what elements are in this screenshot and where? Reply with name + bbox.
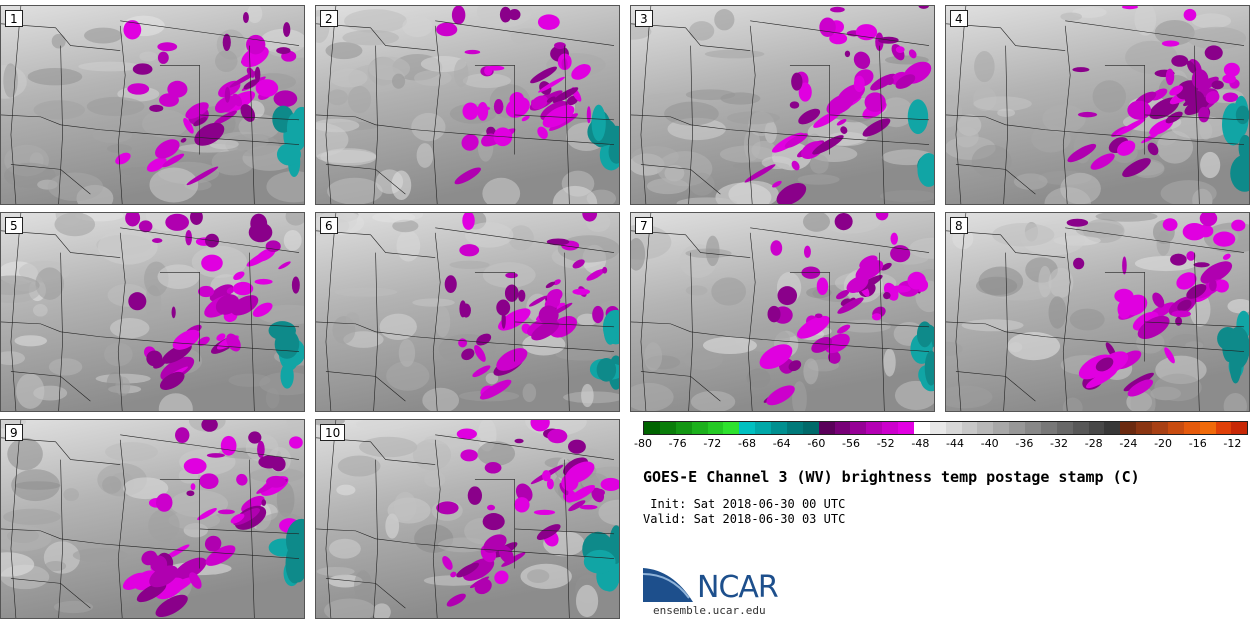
colorbar-swatch [691,422,708,434]
colorbar-swatch [1072,422,1089,434]
panel-number-label: 8 [950,217,968,234]
figure-title: GOES-E Channel 3 (WV) brightness temp po… [643,468,1140,486]
member-panel: 4 [945,5,1250,205]
colorbar-tick-label: -64 [772,437,791,450]
colorbar-swatch [707,422,724,434]
ncar-logo-text: NCAR [697,570,779,605]
panel-number-label: 10 [320,424,346,441]
colorbar-swatch [1040,422,1057,434]
colorbar-swatch [898,422,914,434]
colorbar-swatch [850,422,867,434]
colorbar-swatch [866,422,883,434]
colorbar-tick-label: -60 [807,437,826,450]
member-panel: 9 [0,419,305,619]
colorbar-tick-label: -32 [1050,437,1069,450]
member-panel: 6 [315,212,620,412]
colorbar-swatch [1104,422,1121,434]
colorbar [643,421,1248,435]
colorbar-swatch [882,422,898,434]
member-panel: 8 [945,212,1250,412]
member-panel: 10 [315,419,620,619]
colorbar-swatch [1183,422,1200,434]
colorbar-ticks: -80 -76 -72 -68 -64 -60 -56 -52 -48 -44 -40 -36 -32 -… [634,437,1248,455]
colorbar-swatch [723,422,740,434]
colorbar-swatch [1120,422,1137,434]
member-panel: 7 [630,212,935,412]
colorbar-swatch [913,422,930,434]
colorbar-tick-label: -44 [946,437,965,450]
colorbar-swatch [786,422,803,434]
colorbar-swatch [1152,422,1168,434]
colorbar-swatch [771,422,787,434]
colorbar-tick-label: -20 [1154,437,1173,450]
colorbar-swatch [977,422,994,434]
colorbar-swatch [1199,422,1216,434]
panel-number-label: 3 [635,10,653,27]
colorbar-tick-label: -40 [980,437,999,450]
colorbar-tick-label: -72 [703,437,722,450]
colorbar-swatch [1215,422,1232,434]
colorbar-swatch [1056,422,1073,434]
colorbar-tick-label: -56 [842,437,860,450]
valid-time: Valid: Sat 2018-06-30 03 UTC [643,512,846,526]
colorbar-swatch [739,422,756,434]
colorbar-swatch [1167,422,1184,434]
panel-number-label: 2 [320,10,338,27]
panel-number-label: 6 [320,217,338,234]
panel-number-label: 9 [5,424,23,441]
colorbar-swatch [993,422,1010,434]
colorbar-swatch [802,422,819,434]
colorbar-tick-label: -68 [738,437,756,450]
colorbar-tick-label: -76 [668,437,687,450]
member-panel: 5 [0,212,305,412]
colorbar-tick-label: -80 [634,437,652,450]
colorbar-swatch [1025,422,1041,434]
colorbar-swatch [659,422,676,434]
colorbar-tick-label: -48 [911,437,930,450]
colorbar-swatch [755,422,771,434]
member-panel: 3 [630,5,935,205]
colorbar-tick-label: -24 [1119,437,1138,450]
colorbar-swatch [1088,422,1105,434]
panel-number-label: 7 [635,217,653,234]
colorbar-swatch [834,422,851,434]
init-time: Init: Sat 2018-06-30 00 UTC [643,497,846,511]
colorbar-tick-label: -28 [1084,437,1103,450]
member-panel: 2 [315,5,620,205]
site-url: ensemble.ucar.edu [653,604,766,617]
colorbar-swatch [1009,422,1025,434]
colorbar-swatch [961,422,978,434]
colorbar-tick-label: -36 [1015,437,1034,450]
panel-number-label: 5 [5,217,23,234]
colorbar-swatch [1231,422,1248,434]
colorbar-swatch [929,422,946,434]
colorbar-tick-label: -52 [876,437,895,450]
colorbar-swatch [818,422,835,434]
colorbar-tick-label: -12 [1223,437,1242,450]
colorbar-swatch [675,422,692,434]
panel-number-label: 1 [5,10,23,27]
colorbar-tick-label: -16 [1188,437,1207,450]
ncar-logo-icon [643,568,693,602]
member-panel: 1 [0,5,305,205]
colorbar-swatch [945,422,962,434]
panel-number-label: 4 [950,10,968,27]
colorbar-swatch [644,422,660,434]
colorbar-swatch [1136,422,1152,434]
